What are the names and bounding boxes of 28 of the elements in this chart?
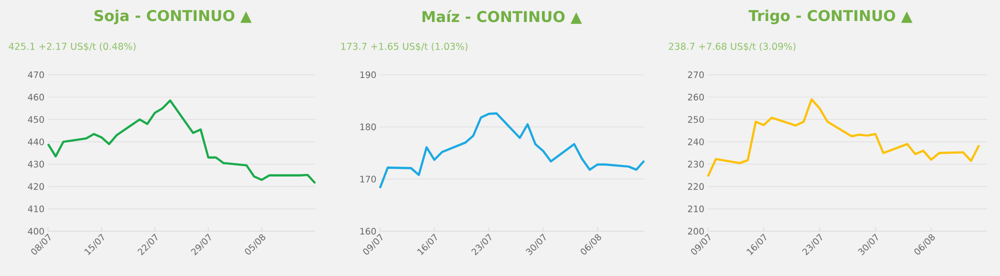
chart-subtitle: 425.1 +2.17 US$/t (0.48%) [8,42,136,52]
line-series [706,98,980,178]
y-tick-label: 260 [688,94,704,100]
y-tick-label: 180 [360,123,376,130]
y-tick-label: 220 [688,183,704,190]
chart-title: Trigo - CONTINUO ▲ [748,10,912,24]
y-tick-label: 270 [688,71,704,78]
y-tick-label: 160 [360,228,376,235]
y-tick-label: 190 [360,71,376,78]
y-tick-label: 450 [28,116,44,123]
y-tick-label: 470 [28,71,44,78]
y-tick-label: 410 [28,205,44,212]
y-tick-label: 170 [360,176,376,182]
y-tick-label: 230 [688,160,704,168]
y-tick-label: 240 [688,138,704,146]
y-tick-label: 210 [688,205,704,212]
y-tick-label: 440 [28,138,44,146]
chart-title: Maíz - CONTINUO ▲ [422,10,582,24]
y-tick-label: 430 [28,160,44,168]
y-tick-label: 200 [688,228,704,235]
y-tick-label: 400 [28,228,44,235]
chart-title: Soja - CONTINUO ▲ [94,10,252,24]
chart-subtitle: 238.7 +7.68 US$/t (3.09%) [668,42,796,52]
y-tick-label: 250 [688,116,704,123]
y-tick-label: 420 [28,183,44,190]
line-series [378,112,646,190]
y-tick-label: 460 [28,94,44,100]
chart-subtitle: 173.7 +1.65 US$/t (1.03%) [341,42,468,52]
